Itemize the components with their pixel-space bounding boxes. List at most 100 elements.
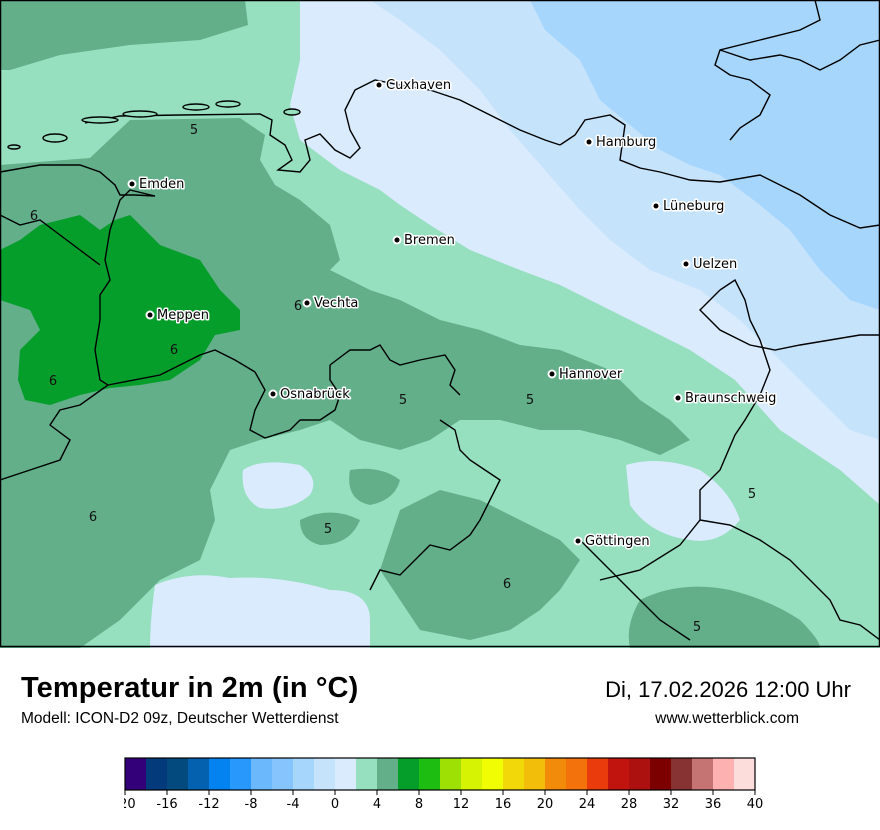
city-dot-icon	[549, 371, 555, 377]
city-marker: Göttingen	[573, 533, 651, 551]
colorbar-tick-label: -8	[245, 797, 258, 812]
colorbar-bin	[545, 758, 567, 790]
city-marker: Bremen	[392, 232, 456, 250]
colorbar-bin	[524, 758, 546, 790]
city-label: Meppen	[157, 308, 209, 323]
city-marker: Vechta	[302, 295, 360, 313]
colorbar-bin	[125, 758, 147, 790]
city-dot-icon	[376, 82, 382, 88]
temperature-colorbar: -20 -16 -12 -8 -4 0 4 8 12 16 20 24 28 32 36 40	[114, 757, 763, 817]
city-markers: Cuxhaven Hamburg Emden Lüneburg Bremen Uelzen…	[127, 77, 778, 551]
colorbar-tick-label: 20	[537, 797, 554, 812]
colorbar-tick-label: 8	[415, 797, 423, 812]
contour-label: 5	[526, 393, 534, 408]
city-marker: Osnabrück	[268, 386, 352, 404]
colorbar-bin	[209, 758, 231, 790]
colorbar-tick-label: 16	[495, 797, 512, 812]
city-label: Cuxhaven	[386, 78, 451, 93]
city-marker: Lüneburg	[651, 198, 726, 216]
temperature-map: 5 6 6 6 6 5 5 5 6 5 6 5 Cuxhaven Hamburg Emden Lünebur…	[0, 0, 880, 648]
colorbar-bin	[713, 758, 735, 790]
city-marker: Hannover	[547, 366, 624, 384]
colorbar-tick-label: 24	[579, 797, 596, 812]
colorbar-tick-label: -16	[156, 797, 177, 812]
city-marker: Emden	[127, 176, 186, 194]
colorbar-tick-label: 0	[331, 797, 339, 812]
islands	[7, 100, 301, 150]
city-dot-icon	[394, 237, 400, 243]
colorbar-bin	[692, 758, 714, 790]
colorbar-tick-label: 12	[453, 797, 470, 812]
temp-zone-0-2-pocket	[626, 461, 740, 541]
city-marker: Uelzen	[681, 256, 739, 274]
city-dot-icon	[586, 139, 592, 145]
temp-zone-4-6-north	[0, 0, 248, 70]
city-dot-icon	[129, 181, 135, 187]
model-source: Modell: ICON-D2 09z, Deutscher Wetterdie…	[21, 710, 339, 727]
city-marker: Cuxhaven	[374, 77, 453, 95]
colorbar-tick-label: 4	[373, 797, 381, 812]
contour-label: 5	[399, 393, 407, 408]
city-dot-icon	[304, 300, 310, 306]
colorbar-bin	[251, 758, 273, 790]
colorbar-tick-label: 32	[663, 797, 680, 812]
city-label: Bremen	[404, 233, 455, 248]
colorbar-bin	[272, 758, 294, 790]
colorbar-tick-label: -12	[198, 797, 219, 812]
colorbar-bin	[566, 758, 588, 790]
contour-label: 5	[748, 487, 756, 502]
city-label: Göttingen	[585, 534, 650, 549]
city-dot-icon	[675, 395, 681, 401]
colorbar-tick-label: 28	[621, 797, 638, 812]
colorbar-bin	[146, 758, 168, 790]
contour-label: 6	[170, 343, 178, 358]
colorbar-bin	[230, 758, 252, 790]
city-dot-icon	[683, 261, 689, 267]
colorbar-bin	[356, 758, 378, 790]
colorbar-bin	[188, 758, 210, 790]
colorbar-bin	[293, 758, 315, 790]
temp-zone-4-6-southeast	[628, 586, 820, 648]
page-title: Temperatur in 2m (in °C)	[21, 672, 359, 704]
city-dot-icon	[575, 538, 581, 544]
city-marker: Braunschweig	[673, 390, 778, 408]
borders	[0, 0, 880, 641]
contour-label: 6	[89, 510, 97, 525]
colorbar-frame	[124, 757, 756, 791]
colorbar-bin	[377, 758, 399, 790]
contour-label: 5	[190, 123, 198, 138]
contour-label: 5	[324, 522, 332, 537]
colorbar-bin	[629, 758, 651, 790]
city-label: Braunschweig	[685, 391, 776, 406]
contour-label: 6	[30, 209, 38, 224]
colorbar-bin	[335, 758, 357, 790]
city-label: Lüneburg	[663, 199, 724, 214]
colorbar-bin	[314, 758, 336, 790]
colorbar-bin	[503, 758, 525, 790]
temp-zone-4-6-patch	[300, 512, 360, 545]
city-dot-icon	[653, 203, 659, 209]
colorbar-tick-label: -4	[287, 797, 300, 812]
colorbar-bin	[608, 758, 630, 790]
website-link[interactable]: www.wetterblick.com	[655, 710, 799, 727]
city-label: Hamburg	[596, 135, 656, 150]
colorbar-tick-label: 36	[705, 797, 722, 812]
temp-zone-m4-m2	[530, 0, 880, 310]
colorbar-bin	[461, 758, 483, 790]
contour-label: 6	[503, 577, 511, 592]
city-marker: Hamburg	[584, 134, 658, 152]
city-label: Hannover	[559, 367, 623, 382]
colorbar-bin	[734, 758, 756, 790]
temp-zone-6-8	[0, 215, 240, 405]
colorbar-bin	[167, 758, 189, 790]
colorbar-tick-label: -20	[124, 797, 136, 812]
contour-label: 5	[693, 620, 701, 635]
contour-label: 6	[294, 299, 302, 314]
colorbar-bin	[650, 758, 672, 790]
colorbar-bin	[587, 758, 609, 790]
colorbar-bin	[398, 758, 420, 790]
contour-labels: 5 6 6 6 6 5 5 5 6 5 6 5	[30, 123, 756, 635]
colorbar-bin	[419, 758, 441, 790]
city-dot-icon	[270, 391, 276, 397]
colorbar-bin	[671, 758, 693, 790]
